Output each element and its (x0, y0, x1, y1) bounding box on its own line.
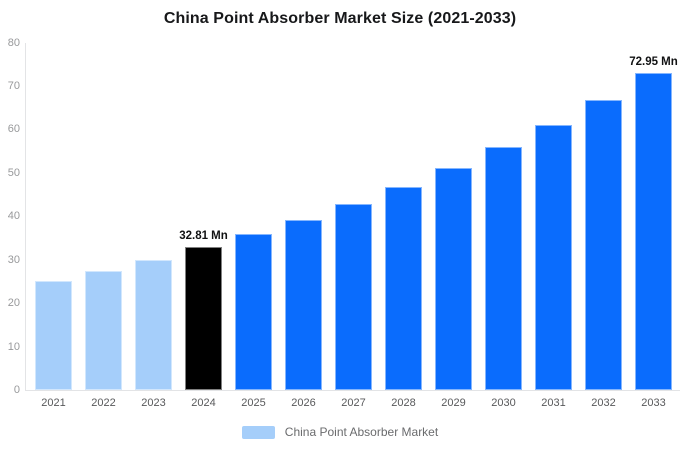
bar-2022[interactable] (85, 270, 122, 390)
legend-label: China Point Absorber Market (284, 425, 439, 439)
x-tick-label: 2022 (91, 397, 116, 409)
y-tick-label: 0 (13, 384, 20, 396)
x-tick-label: 2028 (391, 397, 416, 409)
bar-2026[interactable] (285, 219, 322, 390)
x-tick-label: 2032 (591, 397, 616, 409)
bar-2031[interactable] (535, 124, 572, 390)
x-tick-label: 2026 (291, 397, 316, 409)
y-tick-label: 10 (7, 340, 20, 353)
x-tick-label: 2025 (241, 397, 266, 409)
bar-2029[interactable] (435, 167, 472, 390)
y-tick-label: 80 (7, 36, 20, 49)
y-tick-label: 40 (7, 210, 20, 223)
x-tick-label: 2029 (441, 397, 466, 409)
chart-title: China Point Absorber Market Size (2021-2… (163, 10, 517, 27)
bar-2024[interactable] (185, 247, 222, 390)
x-tick-label: 2021 (41, 397, 66, 409)
bar-2032[interactable] (585, 99, 622, 390)
x-tick-label: 2031 (541, 397, 566, 409)
y-axis-line (25, 43, 26, 390)
x-tick-label: 2027 (341, 397, 366, 409)
y-tick-label: 60 (7, 123, 20, 136)
x-tick-label: 2030 (491, 397, 516, 409)
bar-2025[interactable] (235, 234, 272, 390)
legend-item[interactable]: China Point Absorber Market (0, 425, 680, 439)
data-label-2024: 32.81 Mn (179, 230, 228, 243)
bar-2023[interactable] (135, 259, 172, 390)
y-tick-label: 70 (7, 79, 20, 92)
y-tick-label: 50 (7, 166, 20, 179)
x-tick-label: 2024 (191, 397, 216, 409)
x-axis-line (25, 390, 680, 391)
bar-2030[interactable] (485, 147, 522, 390)
y-tick-label: 30 (7, 253, 20, 266)
x-tick-label: 2033 (641, 397, 666, 409)
bar-2033[interactable] (635, 73, 672, 390)
y-tick-label: 20 (7, 297, 20, 310)
bar-2027[interactable] (335, 204, 372, 390)
legend-swatch (241, 425, 275, 439)
bar-2028[interactable] (385, 186, 422, 390)
x-tick-label: 2023 (141, 397, 166, 409)
data-label-2033: 72.95 Mn (629, 56, 678, 69)
bar-2021[interactable] (35, 280, 72, 390)
